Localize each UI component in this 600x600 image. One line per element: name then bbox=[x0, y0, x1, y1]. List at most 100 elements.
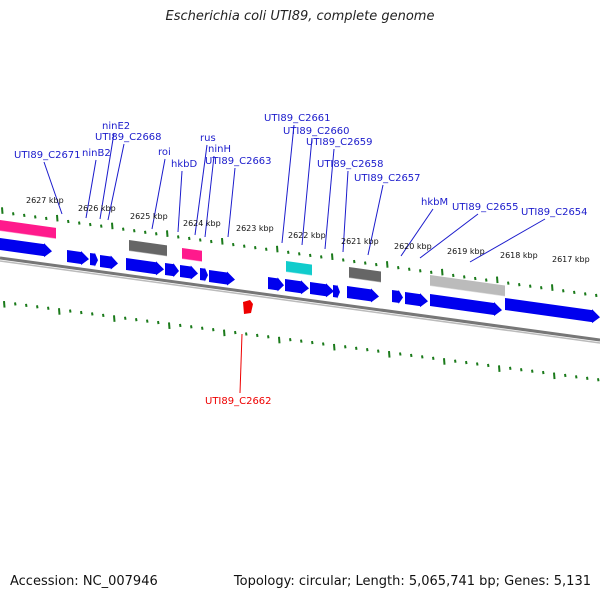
outer-tick-mark bbox=[584, 292, 587, 296]
outer-tick-mark bbox=[419, 269, 422, 273]
inner-tick-mark bbox=[333, 343, 336, 351]
inner-tick-mark bbox=[256, 333, 259, 338]
inner-tick-mark bbox=[289, 338, 292, 342]
outer-tick-ring bbox=[1, 207, 598, 298]
cds-feature bbox=[90, 252, 98, 267]
inner-tick-mark bbox=[476, 362, 479, 366]
label-leader-line bbox=[400, 208, 434, 257]
cds-feature bbox=[200, 267, 208, 282]
gene-label: UTI89_C2658 bbox=[317, 159, 384, 170]
cds-feature bbox=[165, 263, 179, 278]
inner-tick-mark bbox=[91, 312, 94, 316]
inner-tick-mark bbox=[465, 360, 468, 365]
label-leader-line bbox=[177, 170, 183, 233]
cds-feature bbox=[392, 289, 403, 304]
inner-tick-mark bbox=[564, 373, 567, 378]
outer-tick-mark bbox=[232, 242, 235, 247]
label-leader-line bbox=[227, 167, 236, 238]
inner-tick-mark bbox=[201, 326, 204, 330]
kbp-tick-label: 2621 kbp bbox=[341, 237, 379, 246]
kbp-tick-label: 2620 kbp bbox=[394, 242, 432, 251]
inner-tick-mark bbox=[102, 313, 105, 318]
outer-tick-mark bbox=[507, 281, 510, 285]
inner-tick-mark bbox=[410, 353, 413, 358]
highlighted-gene-label: UTI89_C2662 bbox=[205, 396, 272, 407]
kbp-tick-label: 2618 kbp bbox=[500, 251, 538, 260]
outer-tick-mark bbox=[287, 250, 290, 254]
outer-tick-mark bbox=[243, 244, 246, 248]
label-leader-line bbox=[342, 170, 349, 253]
inner-tick-mark bbox=[113, 315, 116, 322]
inner-tick-mark bbox=[190, 325, 193, 329]
outer-tick-mark bbox=[254, 246, 257, 250]
outer-tick-mark bbox=[12, 212, 15, 216]
outer-tick-mark bbox=[111, 222, 114, 230]
outer-tick-mark bbox=[221, 238, 224, 245]
label-leader-line bbox=[419, 213, 479, 259]
outer-tick-mark bbox=[100, 224, 103, 228]
cds-feature bbox=[126, 258, 164, 276]
misc-feature-shade bbox=[429, 285, 506, 298]
kbp-tick-label: 2623 kbp bbox=[236, 224, 274, 233]
inner-tick-mark bbox=[531, 369, 534, 373]
outer-tick-mark bbox=[144, 230, 147, 234]
cds-feature bbox=[310, 282, 334, 298]
inner-tick-mark bbox=[223, 329, 226, 337]
outer-tick-mark bbox=[166, 230, 169, 237]
outer-tick-mark bbox=[474, 276, 477, 281]
outer-tick-mark bbox=[67, 219, 70, 224]
inner-tick-mark bbox=[388, 350, 391, 358]
outer-tick-mark bbox=[397, 266, 400, 270]
misc-feature-shade bbox=[348, 277, 382, 284]
inner-tick-mark bbox=[443, 358, 446, 365]
inner-tick-mark bbox=[509, 366, 512, 370]
gene-label: UTI89_C2671 bbox=[14, 150, 81, 161]
gene-label: UTI89_C2654 bbox=[521, 207, 588, 218]
label-leaders bbox=[43, 124, 546, 394]
kbp-tick-label: 2619 kbp bbox=[447, 247, 485, 256]
genome-backbone bbox=[0, 256, 600, 342]
misc-feature bbox=[286, 261, 312, 276]
outer-tick-mark bbox=[573, 290, 576, 295]
outer-tick-mark bbox=[452, 273, 455, 278]
outer-tick-mark bbox=[155, 232, 158, 236]
outer-tick-mark bbox=[364, 261, 367, 265]
kbp-tick-label: 2627 kbp bbox=[26, 196, 64, 205]
cds-feature bbox=[100, 255, 118, 270]
cds-feature bbox=[405, 292, 428, 308]
outer-tick-mark bbox=[463, 275, 466, 279]
outer-tick-mark bbox=[177, 235, 180, 239]
gene-label: UTI89_C2661 bbox=[264, 113, 331, 124]
cds-feature bbox=[0, 238, 52, 258]
outer-tick-mark bbox=[45, 216, 48, 221]
inner-tick-mark bbox=[322, 342, 325, 346]
cds-feature bbox=[67, 250, 89, 265]
outer-tick-mark bbox=[595, 293, 598, 298]
inner-tick-mark bbox=[366, 348, 369, 352]
kbp-tick-label: 2626 kbp bbox=[78, 204, 116, 213]
trna-feature-shade bbox=[181, 258, 203, 263]
inner-tick-mark bbox=[399, 352, 402, 356]
outer-tick-mark bbox=[331, 253, 334, 261]
inner-tick-mark bbox=[168, 322, 171, 330]
outer-tick-mark bbox=[551, 284, 554, 291]
inner-tick-mark bbox=[311, 340, 314, 345]
kbp-labels: 2627 kbp 2626 kbp 2625 kbp 2624 kbp 2623 kbp… bbox=[26, 196, 590, 264]
inner-tick-mark bbox=[179, 323, 182, 328]
outer-tick-mark bbox=[265, 247, 268, 251]
label-leader-line bbox=[281, 124, 295, 244]
cds-feature bbox=[430, 294, 502, 316]
outer-tick-mark bbox=[34, 215, 37, 219]
misc-feature-shade bbox=[285, 271, 313, 277]
outer-tick-mark bbox=[441, 268, 444, 276]
inner-tick-mark bbox=[575, 375, 578, 379]
kbp-tick-label: 2625 kbp bbox=[130, 212, 168, 221]
outer-tick-mark bbox=[375, 262, 378, 267]
outer-tick-mark bbox=[122, 227, 125, 231]
gene-label: hkbD bbox=[171, 159, 197, 170]
inner-tick-mark bbox=[124, 316, 127, 320]
kbp-tick-label: 2617 kbp bbox=[552, 255, 590, 264]
inner-tick-mark bbox=[487, 363, 490, 368]
label-leader-line bbox=[367, 184, 384, 256]
